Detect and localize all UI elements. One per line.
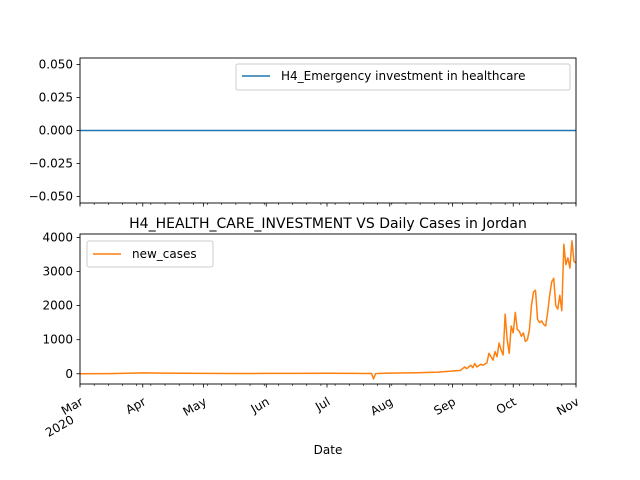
bottom-x-tick-label: May: [181, 394, 209, 419]
bottom-axes-frame: [79, 233, 577, 385]
bottom-x-tick-label: Aug: [368, 394, 395, 418]
bottom-y-tick-label: 4000: [42, 230, 73, 244]
top-x-ticks: [79, 203, 577, 207]
bottom-series-lines: [79, 240, 577, 380]
bottom-y-tick-label: 3000: [42, 265, 73, 279]
bottom-x-tick-label: Nov: [554, 394, 581, 418]
chart-title: H4_HEALTH_CARE_INVESTMENT VS Daily Cases…: [129, 216, 527, 232]
top-legend-label: H4_Emergency investment in healthcare: [281, 69, 525, 83]
bottom-y-ticks: 0 1000 2000 3000 4000: [42, 230, 80, 381]
bottom-x-tick-label: Sep: [431, 394, 458, 417]
bottom-x-tick-label: Apr: [123, 394, 148, 417]
bottom-legend-label: new_cases: [132, 247, 197, 261]
top-y-tick-label: −0.050: [29, 189, 73, 203]
top-subplot: 0.050 0.025 0.000 −0.025 −0.050 H4_Emergency…: [29, 57, 577, 207]
top-axes-frame: [79, 57, 577, 204]
bottom-y-tick-label: 2000: [42, 299, 73, 313]
bottom-y-tick-label: 0: [65, 367, 73, 381]
top-legend-box: [235, 63, 571, 91]
bottom-x-tick-label: Jun: [248, 394, 272, 416]
bottom-subplot: H4_HEALTH_CARE_INVESTMENT VS Daily Cases…: [42, 216, 581, 457]
top-y-ticks: 0.050 0.025 0.000 −0.025 −0.050: [29, 58, 80, 203]
top-y-tick-label: 0.025: [39, 91, 73, 105]
top-y-tick-label: −0.025: [29, 156, 73, 170]
bottom-y-tick-label: 1000: [42, 333, 73, 347]
bottom-series-line: [79, 240, 577, 380]
bottom-legend-box: [86, 240, 214, 268]
x-axis-label: Date: [314, 443, 343, 457]
top-y-tick-label: 0.050: [39, 58, 73, 72]
top-legend: H4_Emergency investment in healthcare: [235, 63, 571, 91]
bottom-x-tick-label: Oct: [494, 394, 519, 417]
bottom-x-tick-label: Jul: [312, 394, 332, 414]
bottom-x-tick-label: Mar: [59, 394, 86, 417]
bottom-legend: new_cases: [86, 240, 214, 268]
bottom-x-tick-year-label: 2020: [43, 412, 76, 439]
top-y-tick-label: 0.000: [39, 124, 73, 138]
